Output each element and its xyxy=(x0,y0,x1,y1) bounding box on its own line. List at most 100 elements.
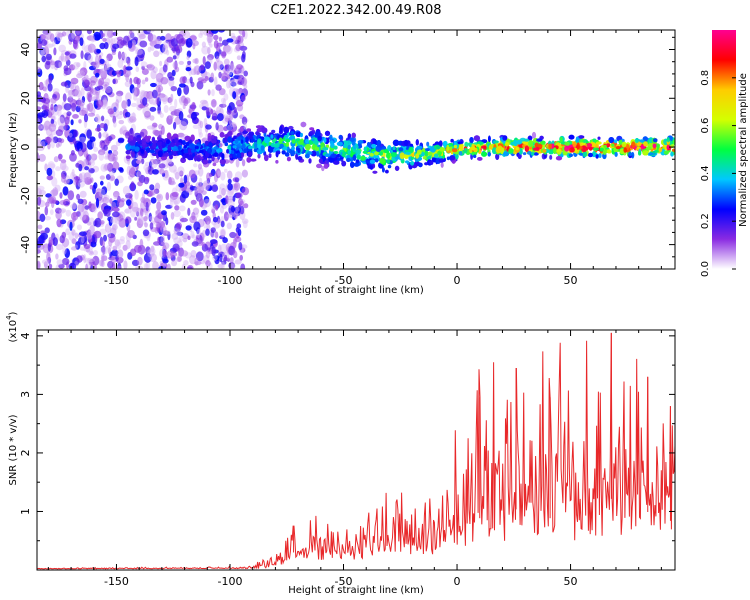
spectrogram-cell xyxy=(333,145,338,150)
spectrogram-cell xyxy=(314,146,320,152)
spectrogram-cell xyxy=(230,81,237,87)
spectrogram-cell xyxy=(177,151,182,156)
spectrogram-cell xyxy=(213,61,218,71)
spectrogram-cell xyxy=(166,139,170,145)
spectrogram-cell xyxy=(89,184,94,190)
spectrogram-heatmap xyxy=(37,30,675,269)
spectrogram-cell xyxy=(328,157,335,163)
spectrogram-cell xyxy=(58,44,66,53)
spectrogram-cell xyxy=(62,186,69,196)
spectrogram-cell xyxy=(117,51,122,60)
spectrogram-cell xyxy=(376,140,382,147)
spectrogram-cell xyxy=(194,57,199,65)
spectrogram-cell xyxy=(156,201,162,211)
spectrogram-cell xyxy=(236,55,241,60)
spectrogram-cell xyxy=(129,77,133,85)
spectrogram-cell xyxy=(215,55,220,63)
spectrogram-cell xyxy=(275,150,281,155)
spectrogram-cell xyxy=(83,243,91,250)
spectrogram-cell xyxy=(188,139,193,144)
spectrogram-cell xyxy=(179,76,186,84)
spectrogram-cell xyxy=(104,30,112,38)
spectrogram-cell xyxy=(341,160,347,167)
spectrogram-cell xyxy=(93,31,101,41)
spectrogram-cell xyxy=(79,231,87,236)
spectrogram-cell xyxy=(157,236,161,244)
spectrogram-cell xyxy=(314,130,321,137)
spectrogram-cell xyxy=(38,153,46,162)
spectrogram-cell xyxy=(158,163,166,169)
spectrogram-cell xyxy=(137,181,143,187)
spectrogram-cell xyxy=(190,199,197,205)
spectrogram-cell xyxy=(153,50,160,58)
spectrogram-cell xyxy=(210,108,214,115)
spectrogram-cell xyxy=(211,156,215,162)
spectrogram-cell xyxy=(173,169,178,175)
spectrogram-cell xyxy=(222,98,227,108)
spectrogram-cell xyxy=(104,99,108,107)
spectrogram-cell xyxy=(68,262,77,269)
spectrogram-cell xyxy=(81,236,85,244)
spectrogram-cell xyxy=(57,116,65,127)
spectrogram-cell xyxy=(185,225,192,231)
spectrogram-cell xyxy=(228,102,235,111)
spectrogram-cell xyxy=(179,121,188,131)
spectrogram-cell xyxy=(595,154,599,159)
spectrogram-cell xyxy=(48,195,57,204)
spectrogram-cell xyxy=(227,120,233,126)
spectrogram-cell xyxy=(615,146,621,150)
spectrogram-cell xyxy=(113,193,119,200)
spectrogram-cell xyxy=(173,210,181,218)
spectrogram-cell xyxy=(88,168,95,174)
spectrogram-cell xyxy=(195,182,203,190)
spectrogram-cell xyxy=(190,134,195,142)
spectrogram-cell xyxy=(84,205,90,210)
spectrogram-cell xyxy=(185,187,190,193)
spectrogram-cell xyxy=(59,192,63,199)
spectrogram-cell xyxy=(330,153,337,159)
spectrogram-cell xyxy=(105,133,109,143)
spectrogram-cell xyxy=(196,228,201,239)
spectrogram-cell xyxy=(140,61,148,68)
spectrogram-cell xyxy=(149,247,156,256)
spectrogram-cell xyxy=(654,149,658,154)
spectrogram-cell xyxy=(112,211,120,218)
spectrogram-cell xyxy=(175,230,182,237)
spectrogram-cell xyxy=(104,223,112,233)
x-tick-label: 50 xyxy=(564,274,578,287)
spectrogram-cell xyxy=(415,139,419,146)
spectrogram-cell xyxy=(95,127,102,132)
spectrogram-cell xyxy=(177,166,185,176)
spectrogram-cell xyxy=(202,180,211,191)
spectrogram-cell xyxy=(128,116,137,123)
spectrogram-cell xyxy=(69,53,77,59)
spectrogram-cell xyxy=(191,149,195,153)
spectrogram-cell xyxy=(43,83,48,92)
spectrogram-cell xyxy=(227,131,232,136)
spectrogram-cell xyxy=(239,45,248,51)
spectrogram-cell xyxy=(398,147,404,152)
spectrogram-cell xyxy=(551,140,555,145)
spectrogram-cell xyxy=(48,75,53,84)
spectrogram-cell xyxy=(255,131,260,136)
spectrogram-cell xyxy=(375,158,379,163)
spectrogram-cell xyxy=(131,206,140,213)
spectrogram-cell xyxy=(666,137,670,143)
spectrogram-cell xyxy=(240,139,244,144)
spectrogram-cell xyxy=(145,201,149,212)
spectrogram-cell xyxy=(207,135,212,142)
spectrogram-cell xyxy=(100,71,107,80)
spectrogram-cell xyxy=(198,132,203,138)
spectrogram-cell xyxy=(79,133,86,143)
spectrogram-cell xyxy=(129,84,135,94)
spectrogram-cell xyxy=(212,216,218,223)
spectrogram-cell xyxy=(48,263,53,269)
spectrogram-cell xyxy=(116,265,122,269)
spectrogram-cell xyxy=(222,44,231,53)
spectrogram-cell xyxy=(231,78,239,87)
spectrogram-cell xyxy=(157,110,162,115)
spectrogram-cell xyxy=(89,96,98,102)
spectrogram-cell xyxy=(57,107,62,117)
spectrogram-cell xyxy=(246,128,251,132)
spectrogram-cell xyxy=(44,136,52,144)
